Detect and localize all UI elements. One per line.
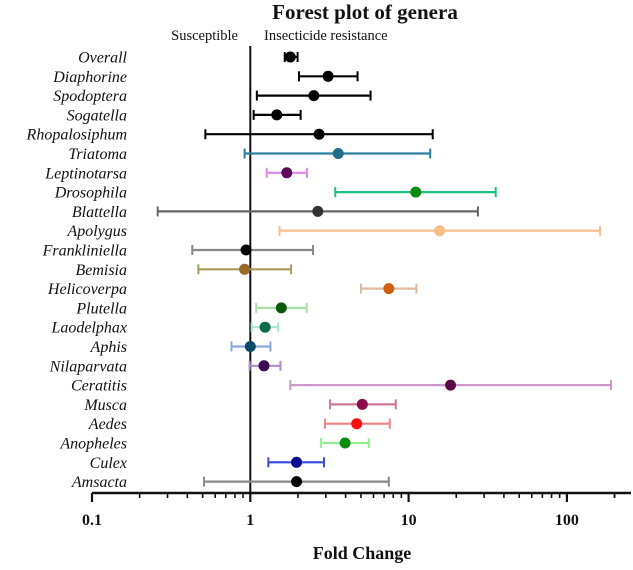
- x-tick-label: 1: [246, 512, 254, 529]
- row-blattella: Blattella: [72, 204, 479, 221]
- row-diaphorine: Diaphorine: [52, 69, 359, 86]
- row-anopheles: Anopheles: [59, 436, 370, 453]
- row-label: Rhopalosiphum: [26, 127, 127, 144]
- row-label: Culex: [90, 455, 127, 472]
- row-label: Diaphorine: [52, 69, 127, 86]
- row-overall: Overall: [78, 50, 299, 67]
- point-estimate: [356, 398, 368, 410]
- rows-group: Overall Diaphorine Spodoptera Sogatella Rhop…: [26, 46, 613, 493]
- row-plutella: Plutella: [75, 300, 308, 317]
- x-axis-title: Fold Change: [313, 543, 412, 563]
- row-leptinotarsa: Leptinotarsa: [44, 165, 308, 182]
- point-estimate: [291, 476, 303, 488]
- point-estimate: [291, 456, 303, 468]
- row-aphis: Aphis: [90, 339, 272, 356]
- point-estimate: [239, 263, 251, 275]
- point-estimate: [434, 225, 446, 237]
- row-label: Aedes: [88, 416, 127, 433]
- row-label: Nilaparvata: [49, 358, 127, 375]
- row-culex: Culex: [90, 455, 325, 472]
- point-estimate: [312, 205, 324, 217]
- point-estimate: [271, 109, 283, 121]
- row-amsacta: Amsacta: [71, 474, 390, 491]
- x-tick-label: 100: [555, 512, 579, 529]
- row-bemisia: Bemisia: [75, 262, 293, 279]
- point-estimate: [244, 341, 256, 352]
- point-estimate: [445, 379, 457, 391]
- row-label: Spodoptera: [53, 88, 127, 105]
- row-label: Aphis: [90, 339, 127, 356]
- point-estimate: [339, 437, 351, 449]
- point-estimate: [313, 128, 325, 140]
- row-label: Overall: [78, 50, 127, 67]
- row-label: Helicoverpa: [47, 281, 127, 298]
- row-label: Bemisia: [75, 262, 127, 279]
- x-axis: 0.1 1 10 100: [82, 491, 631, 529]
- x-tick-label: 10: [401, 512, 417, 529]
- row-apolygus: Apolygus: [66, 223, 602, 240]
- row-spodoptera: Spodoptera: [53, 88, 372, 105]
- point-estimate: [332, 148, 344, 159]
- chart-title: Forest plot of genera: [272, 0, 458, 24]
- row-sogatella: Sogatella: [67, 107, 302, 124]
- row-drosophila: Drosophila: [54, 185, 497, 202]
- row-frankliniella: Frankliniella: [42, 243, 315, 260]
- row-label: Amsacta: [71, 474, 127, 491]
- point-estimate: [351, 418, 363, 430]
- row-musca: Musca: [83, 397, 397, 414]
- row-label: Ceratitis: [71, 378, 127, 395]
- row-label: Plutella: [75, 300, 127, 317]
- point-estimate: [284, 51, 296, 63]
- point-estimate: [410, 186, 422, 198]
- row-label: Drosophila: [54, 185, 127, 202]
- row-rhopalosiphum: Rhopalosiphum: [26, 127, 434, 144]
- point-estimate: [308, 90, 320, 102]
- row-label: Apolygus: [66, 223, 127, 240]
- row-triatoma: Triatoma: [68, 146, 432, 163]
- point-estimate: [322, 70, 334, 82]
- point-estimate: [275, 302, 287, 314]
- row-laodelphax: Laodelphax: [50, 320, 280, 337]
- row-label: Blattella: [72, 204, 127, 221]
- point-estimate: [240, 244, 252, 256]
- row-label: Triatoma: [68, 146, 127, 163]
- row-label: Anopheles: [59, 436, 127, 453]
- susceptible-annotation: Susceptible: [171, 28, 238, 44]
- point-estimate: [259, 321, 271, 333]
- row-label: Musca: [83, 397, 127, 414]
- point-estimate: [258, 360, 270, 372]
- row-label: Leptinotarsa: [44, 165, 127, 182]
- x-tick-label: 0.1: [82, 512, 102, 529]
- resistance-annotation: Insecticide resistance: [264, 28, 388, 44]
- point-estimate: [383, 283, 395, 295]
- row-ceratitis: Ceratitis: [71, 378, 613, 395]
- row-label: Sogatella: [67, 107, 127, 124]
- row-aedes: Aedes: [88, 416, 391, 433]
- row-helicoverpa: Helicoverpa: [47, 281, 418, 298]
- row-label: Laodelphax: [50, 320, 127, 337]
- row-label: Frankliniella: [42, 243, 127, 260]
- row-nilaparvata: Nilaparvata: [49, 358, 282, 375]
- point-estimate: [281, 167, 293, 179]
